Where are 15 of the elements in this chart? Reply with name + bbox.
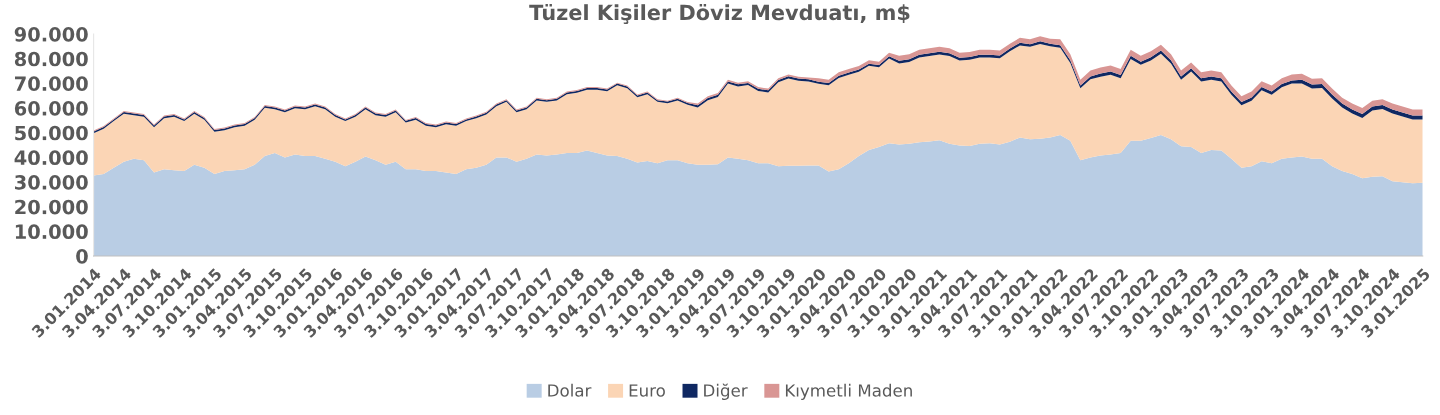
y-tick-label: 60.000 <box>14 100 88 116</box>
y-tick-label: 80.000 <box>14 51 88 67</box>
y-tick-label: 50.000 <box>15 125 88 141</box>
legend-label: Dolar <box>548 383 592 397</box>
y-tick-label: 10.000 <box>15 224 88 240</box>
y-tick-label: 70.000 <box>15 76 88 92</box>
y-tick-label: 30.000 <box>15 175 88 190</box>
chart-title: Tüzel Kişiler Döviz Mevduatı, m$ <box>529 3 910 25</box>
y-tick-label: 90.000 <box>14 26 88 42</box>
legend-label: Euro <box>629 384 665 397</box>
y-tick-label: 40.000 <box>14 150 88 166</box>
y-tick-label: 20.000 <box>15 199 88 215</box>
y-tick-label: 0 <box>76 249 88 264</box>
legend-label: Diğer <box>704 383 748 400</box>
legend-label: Kıymetli Maden <box>785 383 912 400</box>
